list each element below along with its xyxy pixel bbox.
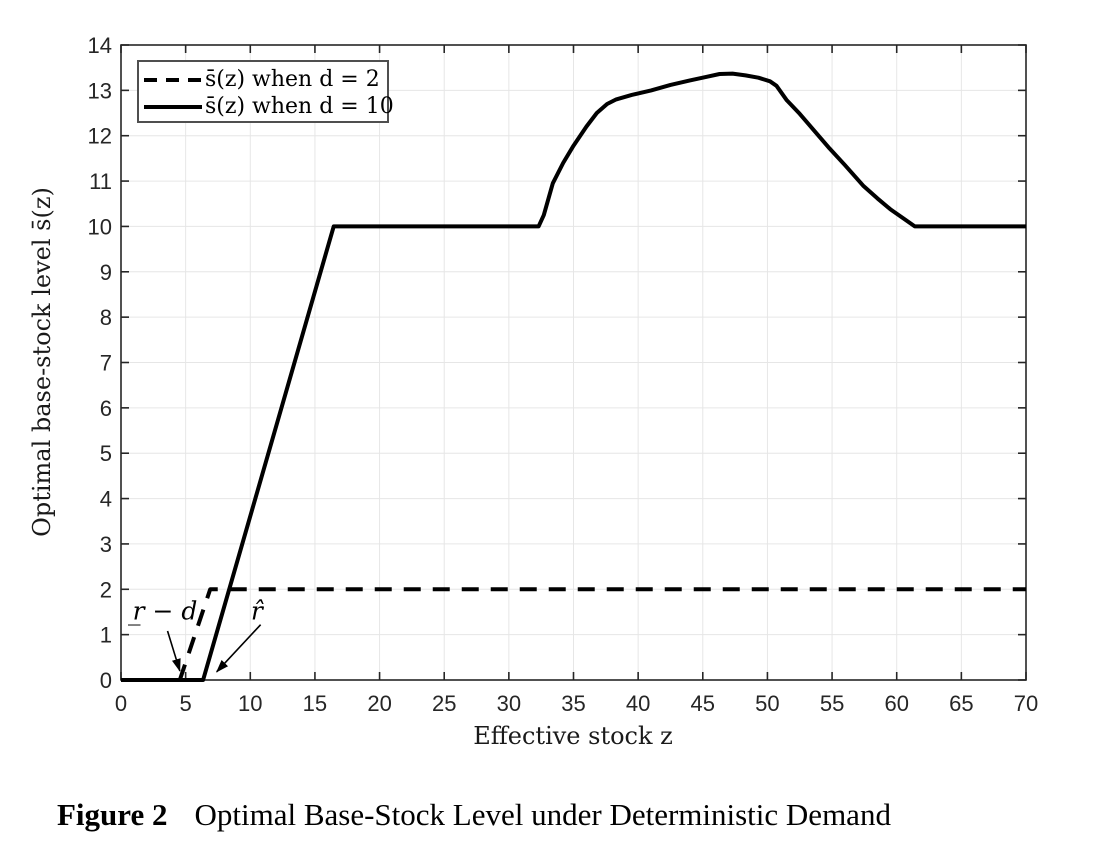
figure-caption: Figure 2 Optimal Base-Stock Level under D… xyxy=(57,797,891,833)
legend-entry-d2: s̄(z) when d = 2 xyxy=(139,66,387,93)
x-tick-label: 40 xyxy=(626,691,650,716)
x-tick-label: 0 xyxy=(115,691,127,716)
x-axis-label: Effective stock z xyxy=(473,722,673,750)
x-tick-label: 70 xyxy=(1014,691,1038,716)
chart-plot-area: 0 5 10 15 20 25 30 35 40 45 50 55 60 65 70012345678910… xyxy=(88,33,1039,716)
legend-entry-d10: s̄(z) when d = 10 xyxy=(139,93,394,120)
x-tick-label: 5 xyxy=(180,691,192,716)
x-tick-label: 25 xyxy=(432,691,456,716)
legend-sample-solid-line xyxy=(144,104,202,109)
legend-box: s̄(z) when d = 2 s̄(z) when d = 10 xyxy=(137,60,394,123)
legend-label-d2: s̄(z) when d = 2 xyxy=(205,67,380,92)
y-tick-label: 3 xyxy=(100,532,112,557)
y-tick-label: 11 xyxy=(89,169,112,194)
x-tick-label: 30 xyxy=(497,691,521,716)
caption-label: Figure 2 xyxy=(57,797,168,832)
x-tick-label: 10 xyxy=(238,691,262,716)
y-tick-label: 8 xyxy=(100,305,112,330)
caption-title: Optimal Base-Stock Level under Determini… xyxy=(194,797,891,832)
annotation-text: r̲ − d xyxy=(128,597,198,626)
legend-label-d10: s̄(z) when d = 10 xyxy=(205,94,394,119)
annotation-arrow xyxy=(215,624,262,673)
y-tick-label: 6 xyxy=(100,396,112,421)
x-tick-label: 35 xyxy=(561,691,585,716)
x-tick-label: 15 xyxy=(303,691,327,716)
y-tick-label: 5 xyxy=(100,441,112,466)
annotation-arrow xyxy=(166,630,181,672)
y-tick-label: 7 xyxy=(100,351,112,376)
series-curve-dashed xyxy=(121,587,1026,682)
x-tick-label: 20 xyxy=(367,691,391,716)
y-axis-label: Optimal base-stock level s̄(z) xyxy=(28,187,56,537)
series-curve-solid xyxy=(121,71,1026,682)
y-tick-label: 13 xyxy=(88,78,112,103)
y-tick-label: 14 xyxy=(88,33,112,58)
x-tick-label: 60 xyxy=(884,691,908,716)
y-tick-label: 0 xyxy=(100,668,112,693)
y-tick-label: 1 xyxy=(100,623,112,648)
annotation-text: r̂ xyxy=(251,597,265,626)
y-tick-label: 2 xyxy=(100,577,112,602)
x-tick-label: 55 xyxy=(820,691,844,716)
y-tick-label: 4 xyxy=(100,487,112,512)
x-tick-label: 65 xyxy=(949,691,973,716)
legend-sample-dashed-line xyxy=(144,77,202,82)
x-tick-label: 50 xyxy=(755,691,779,716)
x-tick-label: 45 xyxy=(691,691,715,716)
y-tick-label: 12 xyxy=(88,124,112,149)
y-tick-label: 10 xyxy=(88,214,112,239)
y-tick-label: 9 xyxy=(100,260,112,285)
